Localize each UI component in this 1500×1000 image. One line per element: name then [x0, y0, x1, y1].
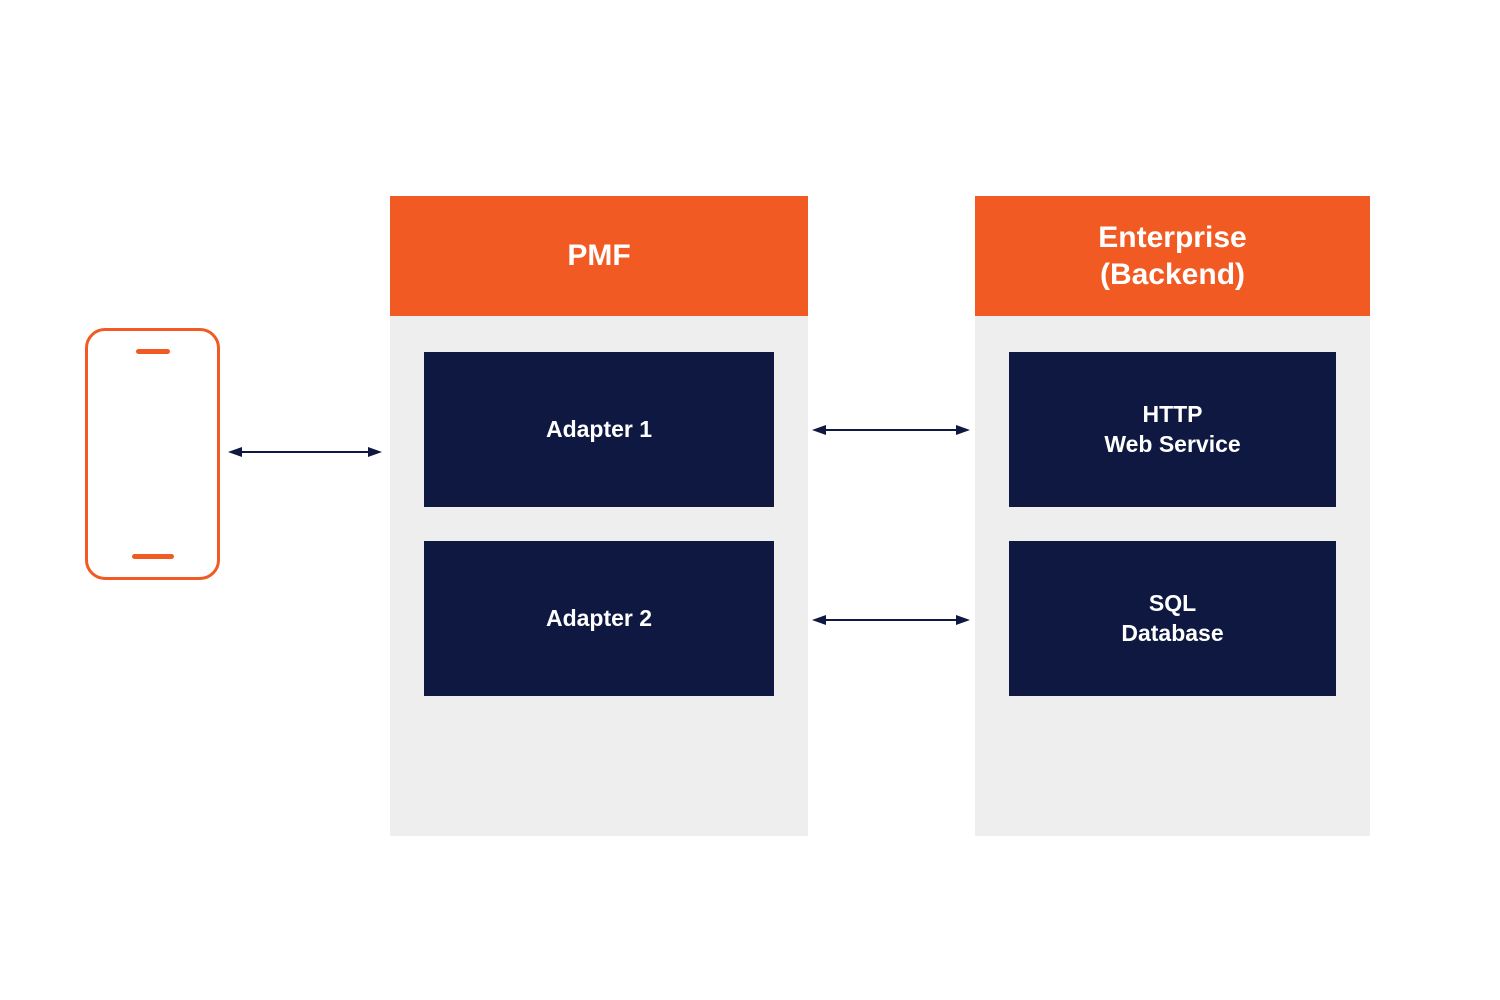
phone-speaker [136, 349, 170, 354]
block-adapter-1: Adapter 1 [424, 352, 774, 507]
column-pmf: PMF Adapter 1 Adapter 2 [390, 196, 808, 836]
block-adapter-2-label: Adapter 2 [546, 604, 652, 634]
block-adapter-2: Adapter 2 [424, 541, 774, 696]
phone-home-bar [132, 554, 174, 559]
column-enterprise-title: Enterprise (Backend) [1098, 219, 1246, 294]
block-sql-label: SQL Database [1121, 589, 1223, 649]
diagram-stage: PMF Adapter 1 Adapter 2 Enterprise (Back… [0, 0, 1500, 1000]
column-enterprise-body: HTTP Web Service SQL Database [975, 316, 1370, 836]
column-pmf-title: PMF [567, 237, 630, 275]
block-sql-database: SQL Database [1009, 541, 1336, 696]
column-pmf-header: PMF [390, 196, 808, 316]
column-pmf-body: Adapter 1 Adapter 2 [390, 316, 808, 836]
phone-icon [85, 328, 220, 580]
column-enterprise: Enterprise (Backend) HTTP Web Service SQ… [975, 196, 1370, 836]
block-adapter-1-label: Adapter 1 [546, 415, 652, 445]
block-http-label: HTTP Web Service [1104, 400, 1240, 460]
column-enterprise-header: Enterprise (Backend) [975, 196, 1370, 316]
block-http-web-service: HTTP Web Service [1009, 352, 1336, 507]
